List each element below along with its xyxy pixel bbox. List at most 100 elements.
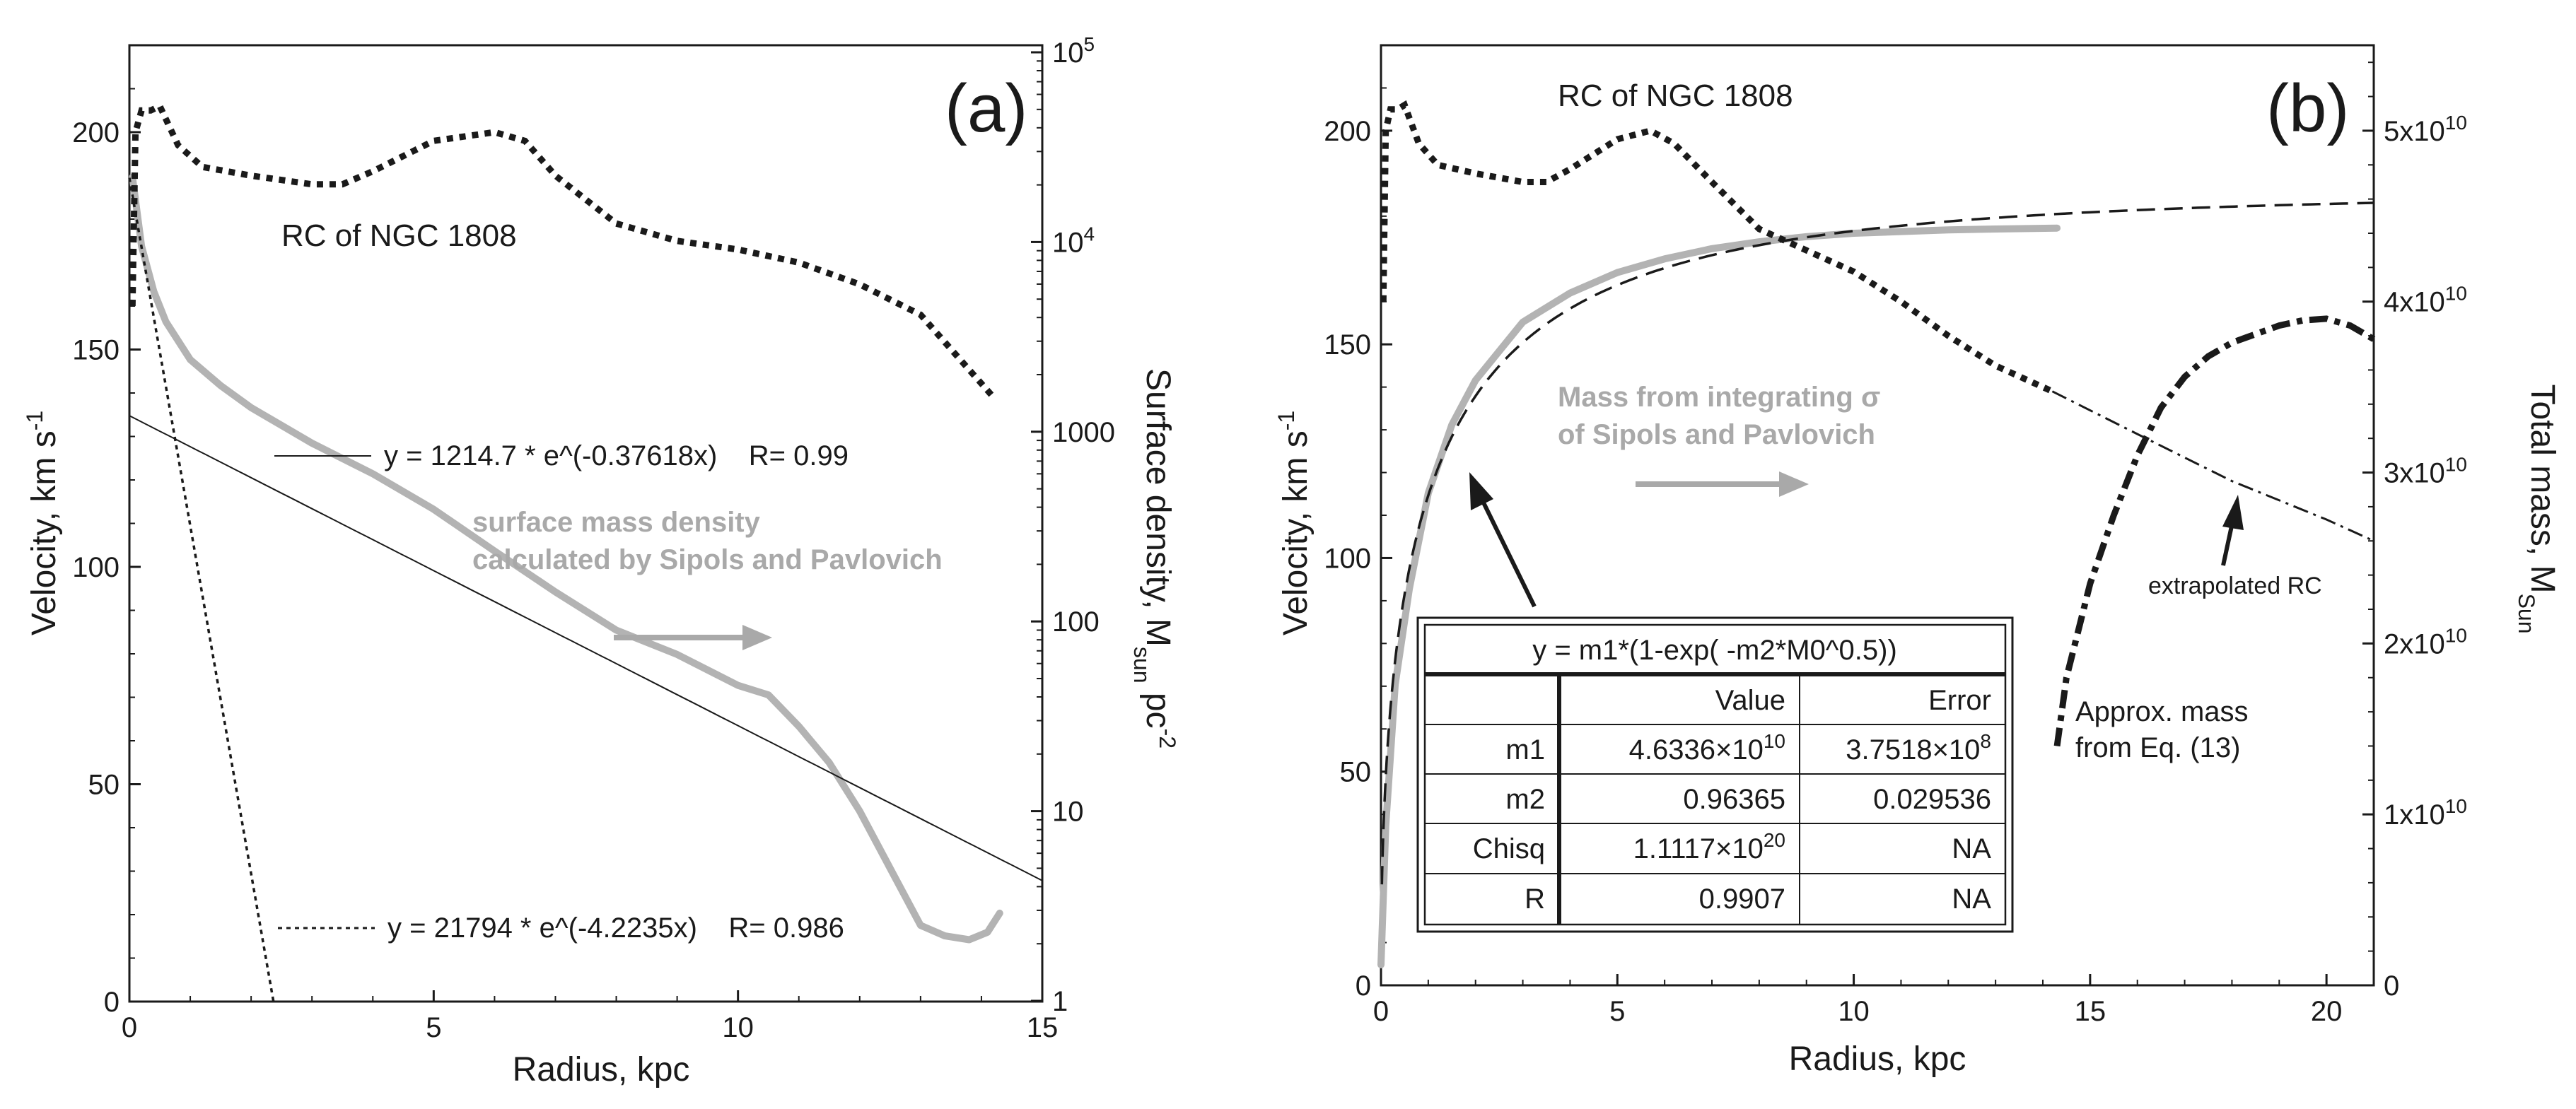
y-tick-label: 150	[72, 335, 120, 366]
y2-tick-text: 1x10	[2384, 799, 2445, 831]
sd-label-line2: calculated by Sipols and Pavlovich	[472, 544, 943, 575]
mass-label-line2: of Sipols and Pavlovich	[1558, 419, 1875, 450]
y2-tick-label: 5x1010	[2384, 112, 2467, 147]
value-text: 1.1117×10	[1633, 833, 1764, 864]
y2-axis-label-sup: -2	[1155, 729, 1180, 749]
y2-tick-sup: 10	[2445, 624, 2467, 646]
header-error: Error	[1928, 685, 1991, 716]
fit1-label: y = 1214.7 * e^(-0.37618x) R= 0.99	[384, 440, 849, 471]
y2-tick-sup: 10	[2445, 112, 2467, 134]
y2-tick-label: 10	[1052, 797, 1084, 828]
y2-tick-sup: 10	[2445, 454, 2467, 476]
arrow-extrap-head	[2222, 495, 2244, 530]
approx-mass-label-line2: from Eq. (13)	[2075, 732, 2240, 763]
series-rc-of-ngc-1808	[129, 102, 996, 400]
y-tick-label: 100	[72, 552, 120, 583]
axis-ticks: 0 5 10 15 2005010015020001x10102x10103x10104…	[1324, 45, 2467, 1027]
y2-axis-label-sub: Sun	[2514, 594, 2539, 634]
y2-axis-label-text: Total mass, M	[2524, 385, 2561, 594]
x-tick-label: 10	[1838, 996, 1870, 1027]
y2-axis-label-tail: pc	[1139, 693, 1177, 729]
y2-tick-sup: 5	[1084, 33, 1095, 55]
y2-axis-label: Surface density, Msun pc-2	[1129, 368, 1180, 749]
series-layer	[1377, 100, 2376, 968]
y-tick-label: 200	[72, 117, 120, 148]
y2-tick-text: 2x10	[2384, 628, 2445, 659]
approx-mass-label-line1: Approx. mass	[2075, 696, 2249, 727]
rc-label: RC of NGC 1808	[1558, 78, 1793, 113]
series-fit2	[128, 177, 275, 1003]
arrow-to-fit-head	[1469, 472, 1493, 510]
sd-label-line1: surface mass density	[472, 507, 761, 538]
y2-tick-text: 1	[1052, 986, 1068, 1017]
series-rc-of-ngc-1808	[1380, 100, 2054, 394]
row-name: m2	[1505, 784, 1545, 815]
y2-tick-label: 3x1010	[2384, 454, 2467, 489]
x-axis-label: Radius, kpc	[513, 1051, 690, 1089]
y2-axis-label-text: Surface density, M	[1139, 368, 1177, 647]
y2-axis-label-sub: sun	[1129, 647, 1155, 683]
x-tick-label: 10	[722, 1012, 754, 1043]
panel-label: (a)	[945, 71, 1027, 146]
value-sup: 10	[1764, 730, 1785, 752]
row-error: 3.7518×108	[1846, 730, 1991, 765]
x-tick-label: 0	[1373, 996, 1389, 1027]
y2-tick-text: 3x10	[2384, 458, 2445, 489]
error-sup: 8	[1980, 730, 1991, 752]
series-mass-from-integrating-sigma	[1377, 224, 2061, 968]
gray-arrow-head	[1779, 471, 1809, 497]
fit-equation: y = m1*(1-exp( -m2*M0^0.5))	[1532, 635, 1897, 666]
series-extrapolated-rc	[2051, 390, 2374, 542]
y-axis-label-text: Velocity, km s	[25, 430, 63, 635]
y2-tick-text: 100	[1052, 606, 1100, 638]
row-error: NA	[1952, 833, 1991, 864]
y-tick-label: 150	[1324, 329, 1371, 360]
x-tick-label: 5	[1609, 996, 1625, 1027]
y2-tick-label: 104	[1052, 223, 1095, 258]
y-tick-label: 50	[1340, 757, 1372, 788]
x-axis-label: Radius, kpc	[1789, 1040, 1966, 1078]
row-name: m1	[1505, 734, 1545, 765]
y-tick-label: 0	[104, 987, 120, 1018]
y2-tick-text: 4x10	[2384, 287, 2445, 318]
y2-tick-label: 4x1010	[2384, 283, 2467, 318]
y2-tick-text: 10	[1052, 797, 1084, 828]
fit2-label: y = 21794 * e^(-4.2235x) R= 0.986	[387, 913, 844, 944]
x-tick-label: 15	[2075, 996, 2106, 1027]
series-surface-mass-density	[129, 173, 1003, 944]
y2-tick-label: 0	[2384, 970, 2399, 1002]
y-tick-label: 200	[1324, 116, 1371, 147]
row-value: 4.6336×1010	[1629, 730, 1785, 765]
y2-tick-sup: 4	[1084, 223, 1095, 245]
x-tick-label: 5	[426, 1012, 441, 1043]
row-error: NA	[1952, 884, 1991, 915]
y2-tick-sup: 10	[2445, 283, 2467, 305]
y2-tick-text: 10	[1052, 37, 1084, 69]
fit-table: y = m1*(1-exp( -m2*M0^0.5)) Value Error …	[1416, 616, 2014, 933]
row-name: Chisq	[1473, 833, 1545, 864]
series-fit1	[129, 415, 1043, 881]
mass-label-line1: Mass from integrating σ	[1558, 382, 1880, 413]
extrapolated-rc-label: extrapolated RC	[2148, 573, 2322, 599]
y2-tick-text: 0	[2384, 970, 2399, 1002]
row-error: 0.029536	[1873, 784, 1991, 815]
gray-arrow-head	[742, 625, 772, 650]
y-axis-label: Velocity, km s-1	[22, 411, 63, 635]
y2-tick-label: 2x1010	[2384, 624, 2467, 659]
y-tick-label: 100	[1324, 543, 1371, 574]
y2-tick-sup: 10	[2445, 795, 2467, 817]
y2-tick-text: 5x10	[2384, 116, 2445, 147]
row-value: 1.1117×1020	[1633, 829, 1785, 864]
header-value: Value	[1715, 685, 1785, 716]
y2-tick-text: 10	[1052, 227, 1084, 258]
x-tick-label: 15	[1027, 1012, 1059, 1043]
y-axis-label-text: Velocity, km s	[1277, 430, 1315, 635]
panel-b: 0 5 10 15 2005010015020001x10102x10103x10104…	[1274, 44, 2561, 1078]
row-name: R	[1525, 884, 1545, 915]
series-layer	[128, 102, 1043, 1003]
y2-tick-label: 1x1010	[2384, 795, 2467, 831]
series-approx-mass-from-eq-13	[2053, 315, 2376, 747]
